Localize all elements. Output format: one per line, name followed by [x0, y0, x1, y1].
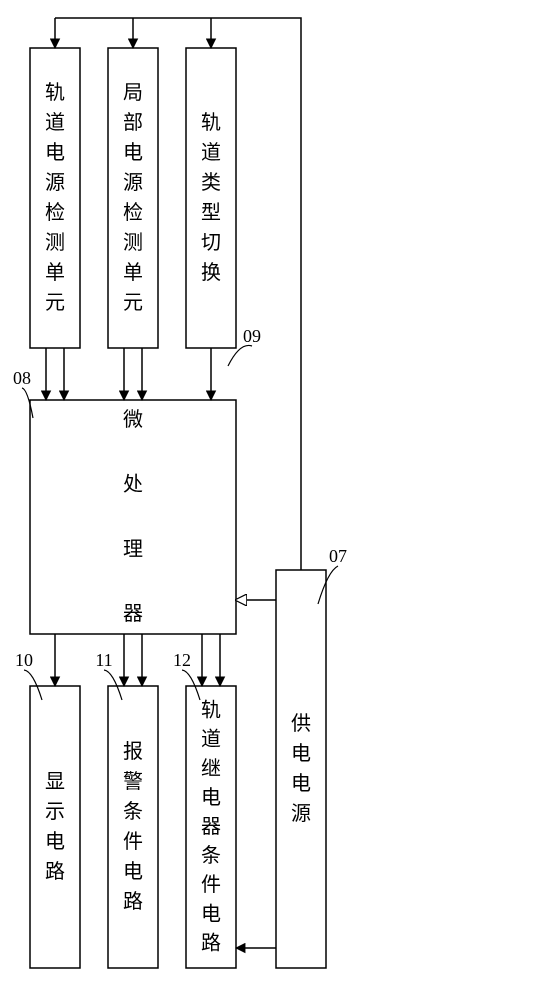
- track-power-detect-label: 单: [45, 261, 65, 284]
- track-relay-condition-circuit-label: 路: [201, 931, 221, 954]
- leader: [22, 388, 33, 418]
- display-circuit-label: 示: [45, 801, 65, 823]
- microprocessor-box: [30, 400, 236, 634]
- track-type-switch-box: [186, 48, 236, 348]
- track-relay-condition-circuit-label: 轨: [201, 699, 221, 722]
- track-type-switch-label: 类: [201, 171, 221, 194]
- track-type-switch-label: 道: [201, 141, 221, 164]
- track-relay-condition-circuit-label: 继: [201, 757, 221, 780]
- local-power-detect-label: 电: [123, 141, 143, 164]
- leader-num: 12: [173, 650, 191, 670]
- display-circuit-label: 显: [45, 771, 65, 793]
- track-relay-condition-circuit-label: 电: [201, 902, 221, 925]
- track-power-detect-label: 元: [45, 292, 65, 314]
- local-power-detect-label: 单: [123, 261, 143, 284]
- alarm-condition-circuit-label: 报: [123, 740, 143, 763]
- power-supply-box: [276, 570, 326, 968]
- power-supply-label: 源: [291, 802, 311, 825]
- track-power-detect-label: 轨: [45, 81, 65, 104]
- power-supply-label: 电: [291, 772, 311, 795]
- track-power-detect-label: 道: [45, 111, 65, 134]
- track-relay-condition-circuit-label: 器: [201, 816, 221, 838]
- leader-num: 10: [15, 650, 33, 670]
- track-relay-condition-circuit-label: 条: [201, 844, 221, 867]
- microprocessor-label: 微: [123, 408, 143, 431]
- track-power-detect-label: 检: [45, 201, 65, 224]
- track-power-detect-label: 源: [45, 171, 65, 194]
- local-power-detect-label: 元: [123, 292, 143, 314]
- display-circuit-label: 路: [45, 860, 65, 883]
- track-type-switch-label: 切: [201, 232, 221, 254]
- track-power-detect-label: 测: [45, 231, 65, 254]
- local-power-detect-label: 源: [123, 171, 143, 194]
- leader: [24, 670, 42, 700]
- microprocessor-label: 处: [123, 473, 143, 496]
- track-relay-condition-circuit-label: 道: [201, 728, 221, 751]
- microprocessor-label: 理: [123, 538, 143, 560]
- power-supply-label: 供: [291, 712, 311, 735]
- display-circuit-box: [30, 686, 80, 968]
- display-circuit-label: 电: [45, 830, 65, 853]
- track-type-switch-label: 型: [201, 201, 221, 224]
- alarm-condition-circuit-label: 件: [123, 830, 143, 853]
- alarm-condition-circuit-label: 条: [123, 800, 143, 823]
- track-relay-condition-circuit-label: 电: [201, 786, 221, 809]
- track-type-switch-label: 换: [201, 261, 221, 284]
- leader-num: 08: [13, 368, 31, 388]
- local-power-detect-label: 部: [123, 111, 143, 134]
- leader-num: 11: [95, 650, 112, 670]
- local-power-detect-label: 测: [123, 231, 143, 254]
- microprocessor-label: 器: [123, 603, 143, 625]
- leader: [104, 670, 122, 700]
- alarm-condition-circuit-label: 电: [123, 860, 143, 883]
- power-bus: [55, 18, 301, 570]
- alarm-condition-circuit-label: 警: [123, 770, 143, 793]
- alarm-condition-circuit-label: 路: [123, 890, 143, 913]
- power-supply-label: 电: [291, 742, 311, 765]
- alarm-condition-circuit-box: [108, 686, 158, 968]
- leader: [182, 670, 200, 700]
- local-power-detect-label: 局: [123, 82, 143, 104]
- track-relay-condition-circuit-label: 件: [201, 873, 221, 896]
- leader-num: 07: [329, 546, 347, 566]
- track-type-switch-label: 轨: [201, 111, 221, 134]
- track-power-detect-label: 电: [45, 141, 65, 164]
- local-power-detect-label: 检: [123, 201, 143, 224]
- leader-num: 09: [243, 326, 261, 346]
- leader: [318, 566, 338, 604]
